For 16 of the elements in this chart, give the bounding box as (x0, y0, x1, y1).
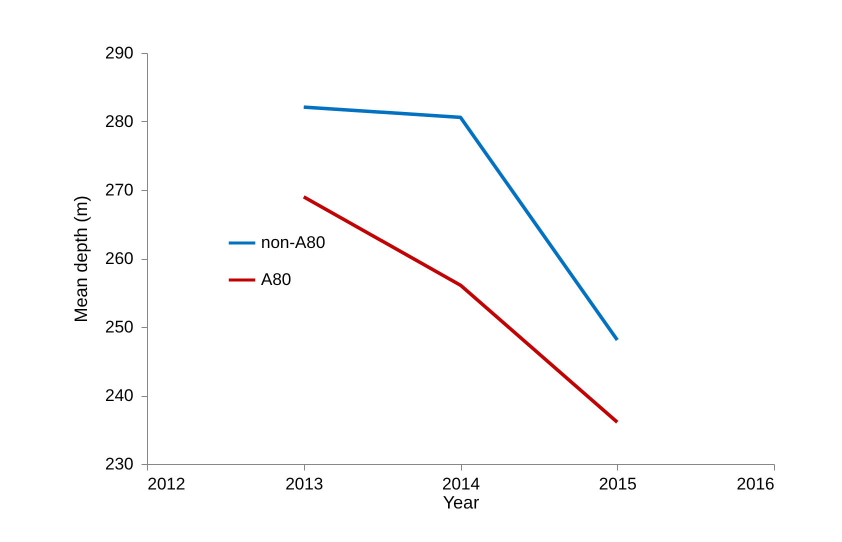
y-tick-label: 250 (105, 318, 134, 336)
legend-label: non-A80 (261, 233, 326, 252)
y-tick-label: 260 (105, 249, 134, 268)
y-tick-label: 280 (105, 112, 134, 131)
x-tick-label: 2016 (736, 474, 774, 494)
x-tick-label: 2013 (285, 474, 324, 494)
y-tick-label: 290 (105, 44, 134, 62)
y-tick-label: 230 (105, 454, 134, 474)
y-tick-label: 240 (105, 386, 134, 405)
x-tick-label: 2015 (598, 474, 637, 494)
y-axis-title: Mean depth (m) (71, 195, 92, 323)
legend-label: A80 (261, 270, 292, 289)
x-tick-label: 2012 (148, 474, 186, 494)
y-tick-label: 270 (105, 180, 134, 200)
x-tick-label: 2014 (442, 474, 480, 494)
x-axis-title: Year (442, 492, 480, 512)
